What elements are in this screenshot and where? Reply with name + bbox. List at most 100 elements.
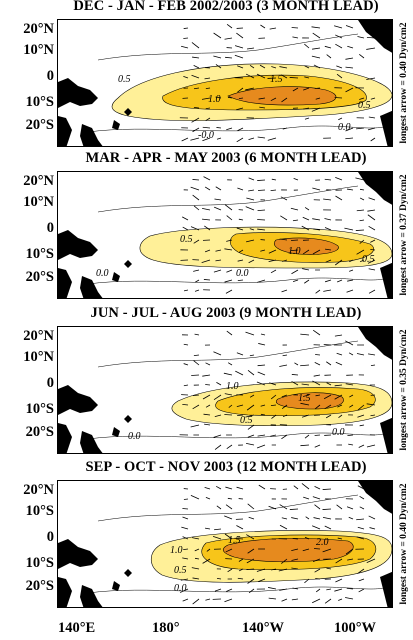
wind-arrow [257, 228, 266, 231]
contour-label: 1.0 [208, 94, 221, 105]
wind-arrow [335, 558, 343, 564]
wind-arrow [324, 227, 332, 231]
wind-arrow [245, 73, 255, 79]
wind-arrow [294, 362, 299, 366]
wind-arrow [246, 568, 255, 570]
wind-arrow [183, 27, 189, 29]
wind-arrow [280, 196, 288, 201]
wind-arrow [290, 249, 299, 252]
wind-arrow [348, 516, 354, 520]
wind-arrow [347, 279, 354, 282]
wind-arrow [270, 269, 277, 274]
wind-arrow [325, 248, 332, 251]
wind-arrow [270, 404, 277, 407]
wind-arrow [304, 279, 310, 284]
wind-arrow [193, 106, 200, 109]
wind-arrow [314, 504, 321, 510]
wind-arrow [300, 364, 310, 367]
arrow-scale-text: longest arrow = 0.40 Dyn/cm2 [399, 483, 409, 605]
wind-arrow [336, 279, 343, 283]
wind-arrow [334, 25, 343, 29]
wind-arrow [268, 259, 277, 263]
wind-arrow [259, 64, 266, 69]
wind-arrow [281, 517, 288, 520]
wind-arrow [359, 424, 365, 427]
wind-arrow [248, 137, 255, 141]
wind-arrow [270, 434, 277, 437]
wind-arrow [324, 178, 332, 181]
wind-arrow [345, 87, 354, 93]
wind-arrow [313, 517, 321, 520]
wind-arrow [236, 404, 244, 408]
wind-arrow [180, 578, 189, 581]
wind-arrow [359, 239, 365, 244]
contour-label: 1.0 [226, 381, 239, 392]
wind-arrow [336, 504, 343, 510]
wind-arrow [359, 54, 365, 59]
wind-arrow [346, 587, 354, 590]
wind-arrow [357, 568, 365, 574]
wind-arrow [226, 23, 233, 29]
wind-arrow [190, 495, 200, 500]
wind-arrow [293, 485, 299, 490]
wind-arrow [238, 249, 244, 253]
lat-label: 10°S [25, 246, 54, 262]
wind-arrow [246, 404, 255, 411]
contour-label: 0.0 [338, 122, 351, 133]
panel-title: DEC - JAN - FEB 2002/2003 (3 MONTH LEAD) [73, 0, 379, 14]
wind-arrow [181, 216, 189, 221]
forecast-panel-1: DEC - JAN - FEB 2002/2003 (3 MONTH LEAD)… [0, 0, 413, 160]
panel-title: JUN - JUL - AUG 2003 (9 MONTH LEAD) [90, 305, 362, 321]
wind-arrow [347, 558, 354, 561]
wind-arrow [302, 216, 310, 221]
wind-arrow [346, 506, 354, 510]
wind-arrow [334, 394, 343, 400]
wind-arrow [315, 289, 321, 294]
arrow-scale-text: longest arrow = 0.35 Dyn/cm2 [399, 329, 409, 451]
wind-arrow [192, 537, 200, 540]
wind-arrow [271, 414, 277, 419]
wind-arrow [236, 107, 244, 111]
wind-arrow [290, 207, 299, 211]
contour-label: 0.0 [128, 431, 141, 442]
contour-label: 0.5 [174, 565, 187, 576]
wind-arrow [359, 197, 365, 201]
wind-arrow [345, 137, 354, 140]
wind-arrow [292, 219, 299, 222]
arrow-scale-text: longest arrow = 0.40 Dyn/cm2 [399, 22, 409, 144]
land-mass [112, 581, 120, 591]
lon-label-140w: 140°W [242, 620, 285, 636]
wind-arrow [314, 362, 321, 366]
contour-line [97, 340, 359, 368]
wind-arrow [249, 228, 255, 231]
wind-arrow [246, 47, 255, 50]
wind-arrow [324, 218, 332, 221]
wind-arrow [268, 505, 277, 510]
wind-arrow [338, 598, 343, 601]
lat-label: 10°S [25, 555, 54, 571]
wind-arrow [214, 414, 222, 418]
wind-arrow [281, 404, 288, 409]
contour-label: 0.5 [118, 74, 131, 85]
wind-arrow [245, 87, 255, 91]
wind-arrow [301, 383, 310, 386]
wind-arrow [271, 178, 277, 181]
wind-arrow [324, 279, 332, 283]
wind-arrow [349, 269, 354, 272]
wind-arrow [213, 434, 222, 438]
wind-arrow [258, 97, 266, 100]
wind-arrow [193, 360, 200, 366]
wind-arrow [270, 189, 277, 192]
anomaly-region-high [222, 538, 354, 563]
wind-arrow [345, 597, 354, 600]
wind-arrow [281, 289, 288, 293]
wind-arrow [226, 269, 233, 273]
wind-arrow [205, 598, 211, 601]
wind-arrow [216, 137, 222, 140]
wind-arrow [214, 444, 222, 450]
wind-arrow [368, 116, 376, 119]
wind-arrow [236, 137, 244, 143]
wind-arrow [348, 352, 354, 356]
land-mass [380, 262, 392, 298]
wind-arrow [279, 66, 288, 69]
